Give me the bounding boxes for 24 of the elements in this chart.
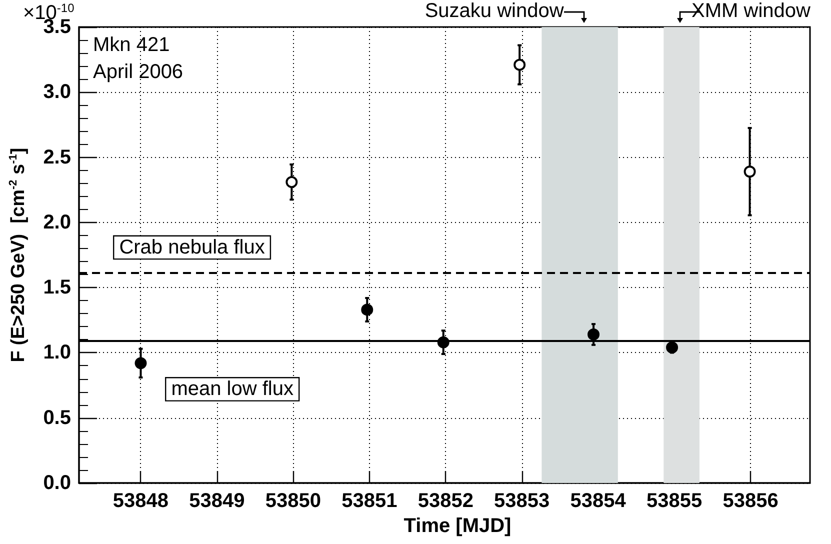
annotation: Mkn 421 xyxy=(93,34,170,56)
x-tick-label: 53852 xyxy=(418,490,474,512)
y-tick-label: 2.0 xyxy=(43,211,71,234)
x-tick-label: 53848 xyxy=(112,490,169,512)
y-tick-label: 1.0 xyxy=(43,342,71,364)
x-tick-label: 53854 xyxy=(570,490,627,512)
band-label: XMM window xyxy=(692,0,812,22)
ref-line-label: Crab nebula flux xyxy=(119,236,265,258)
y-axis-title: F (E>250 GeV) [cm-2 s-1] xyxy=(8,148,29,362)
ref-line-label: mean low flux xyxy=(171,378,294,400)
x-tick-label: 53853 xyxy=(494,490,550,512)
y-tick-label: 3.0 xyxy=(43,81,71,104)
x-tick-label: 53850 xyxy=(265,490,322,512)
y-tick-label: 1.5 xyxy=(43,276,71,299)
x-tick-label: 53851 xyxy=(342,490,398,512)
annotation: April 2006 xyxy=(93,61,184,83)
band-label: Suzaku window xyxy=(424,0,564,22)
x-tick-label: 53849 xyxy=(189,490,245,512)
y-tick-label: 2.5 xyxy=(43,146,71,168)
x-tick-label: 53855 xyxy=(646,490,702,512)
x-axis-title: Time [MJD] xyxy=(404,514,512,537)
y-tick-label: 0.0 xyxy=(43,472,71,494)
y-tick-label: 0.5 xyxy=(43,406,71,429)
x-tick-label: 53856 xyxy=(722,490,778,512)
